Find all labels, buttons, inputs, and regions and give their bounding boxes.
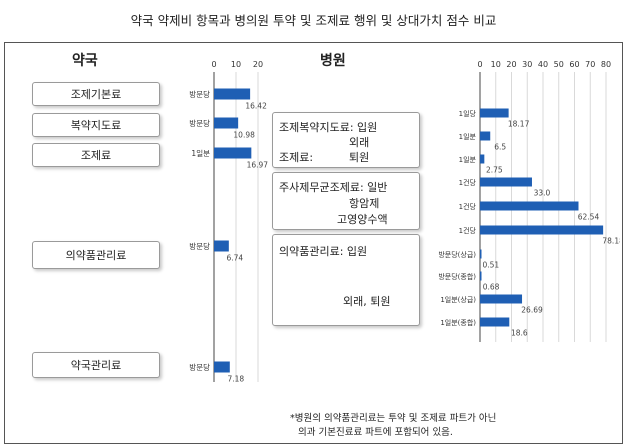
hospital-value-label: 2.75 (486, 166, 503, 175)
hospital-category-label: 1건당 (459, 178, 477, 187)
pharmacy-bar (214, 147, 252, 159)
pharmacy-item-dispensing-fee: 조제료 (32, 143, 160, 167)
hospital-value-label: 6.5 (494, 143, 506, 152)
footnote-line: 의과 기본진료료 파트에 포함되어 있음. (298, 427, 453, 438)
hospital-tick-label: 70 (585, 60, 595, 69)
hospital-tick-label: 0 (477, 60, 482, 69)
footnote: *병원의 의약품관리료는 투약 및 조제료 파트가 아닌 의과 기본진료료 파트… (290, 412, 496, 440)
pharmacy-value-label: 6.74 (226, 254, 243, 263)
hospital-group-drug-management: 의약품관리료: 입원 외래, 퇴원 (272, 234, 420, 326)
hospital-bar (480, 294, 523, 304)
hospital-value-label: 33.0 (534, 189, 551, 198)
hospital-bar (480, 131, 491, 141)
pharmacy-value-label: 16.42 (245, 102, 267, 111)
hospital-bar (480, 317, 510, 327)
hospital-group-injection: 주사제무균조제료: 일반 항암제 고영양수액 (272, 172, 420, 230)
page-title: 약국 약제비 항목과 병의원 투약 및 조제료 행위 및 상대가치 점수 비교 (130, 13, 497, 28)
hospital-value-label: 0.51 (482, 261, 499, 270)
pharmacy-bar-chart: 0 10 20 방문당 16.42 방문당 10.98 1일분 16.97 방문당 6.74 방문당 7… (189, 60, 269, 384)
hospital-group-label: 외래 (349, 136, 370, 149)
hospital-heading: 병원 (320, 53, 346, 69)
pharmacy-tick-label: 10 (231, 60, 241, 69)
pharmacy-bar (214, 88, 251, 100)
hospital-category-label: 1일분 (459, 155, 477, 164)
pharmacy-value-label: 10.98 (233, 131, 255, 140)
hospital-category-label: 1일분 (459, 132, 477, 141)
hospital-tick-label: 50 (554, 60, 564, 69)
hospital-bar (480, 271, 482, 281)
hospital-category-label: 1일당 (459, 109, 477, 118)
hospital-bar (480, 177, 532, 187)
hospital-tick-label: 40 (538, 60, 548, 69)
hospital-value-label: 18.17 (508, 120, 530, 129)
chart-frame (4, 42, 623, 444)
pharmacy-category-label: 방문당 (189, 241, 210, 251)
hospital-tick-label: 20 (506, 60, 516, 69)
hospital-group-label: 퇴원 (349, 151, 370, 164)
pharmacy-item-label: 복약지도료 (70, 119, 122, 132)
hospital-bar (480, 154, 485, 164)
footnote-line: *병원의 의약품관리료는 투약 및 조제료 파트가 아닌 (290, 413, 497, 424)
pharmacy-value-label: 7.18 (227, 375, 244, 384)
hospital-value-label: 18.6 (511, 329, 528, 338)
hospital-tick-label: 10 (491, 60, 501, 69)
hospital-tick-label: 80 (601, 60, 611, 69)
hospital-bar (480, 108, 509, 118)
pharmacy-bar (214, 361, 230, 373)
pharmacy-item-label: 약국관리료 (70, 359, 122, 372)
pharmacy-item-label: 조제료 (80, 149, 112, 162)
hospital-category-label: 1건당 (459, 202, 477, 211)
hospital-bar (480, 249, 482, 259)
hospital-tick-label: 30 (522, 60, 532, 69)
pharmacy-category-label: 방문당 (189, 89, 210, 99)
hospital-value-label: 26.69 (521, 306, 543, 315)
hospital-bar (480, 225, 604, 235)
hospital-bar-chart: 0 10 20 30 40 50 60 70 80 1일당 18.17 1일분 6.5 1일분 2.75 1건… (438, 60, 620, 342)
pharmacy-value-label: 16.97 (247, 161, 269, 170)
hospital-group-label: 외래, 퇴원 (343, 295, 391, 308)
hospital-category-label: 1일분(종합) (440, 318, 476, 327)
hospital-value-label: 0.68 (483, 283, 500, 292)
hospital-category-label: 1일분(상급) (440, 295, 476, 304)
pharmacy-tick-label: 0 (211, 60, 216, 69)
hospital-group-label: 의약품관리료: 입원 (279, 245, 368, 258)
pharmacy-item-pharmacy-management: 약국관리료 (32, 352, 160, 378)
pharmacy-bar (214, 240, 229, 252)
hospital-group-label: 주사제무균조제료: 일반 (279, 181, 388, 194)
pharmacy-category-label: 1일분 (191, 149, 210, 158)
pharmacy-heading: 약국 (72, 53, 98, 69)
hospital-group-label: 조제복약지도료: 입원 (279, 121, 378, 134)
pharmacy-item-dispensing-basic: 조제기본료 (32, 82, 160, 106)
pharmacy-category-label: 방문당 (189, 362, 210, 372)
hospital-category-label: 방문당(종합) (438, 272, 476, 281)
hospital-value-label: 62.54 (578, 213, 600, 222)
hospital-group-label: 고영양수액 (337, 213, 388, 226)
hospital-bar (480, 201, 579, 211)
pharmacy-item-label: 의약품관리료 (65, 249, 127, 262)
pharmacy-item-drug-management: 의약품관리료 (32, 241, 160, 269)
pharmacy-tick-label: 20 (253, 60, 263, 69)
pharmacy-item-medication-guidance: 복약지도료 (32, 113, 160, 137)
hospital-tick-label: 60 (569, 60, 579, 69)
hospital-group-label: 항암제 (349, 197, 380, 210)
pharmacy-item-label: 조제기본료 (70, 88, 122, 101)
hospital-group-dispensing: 조제복약지도료: 입원 외래 조제료: 퇴원 (272, 112, 420, 168)
hospital-category-label: 1건당 (459, 226, 477, 235)
pharmacy-bar (214, 117, 239, 129)
hospital-group-label: 조제료: (279, 151, 314, 164)
hospital-category-label: 방문당(상급) (438, 250, 476, 259)
pharmacy-category-label: 방문당 (189, 118, 210, 128)
hospital-value-label: 78.18 (602, 237, 620, 246)
